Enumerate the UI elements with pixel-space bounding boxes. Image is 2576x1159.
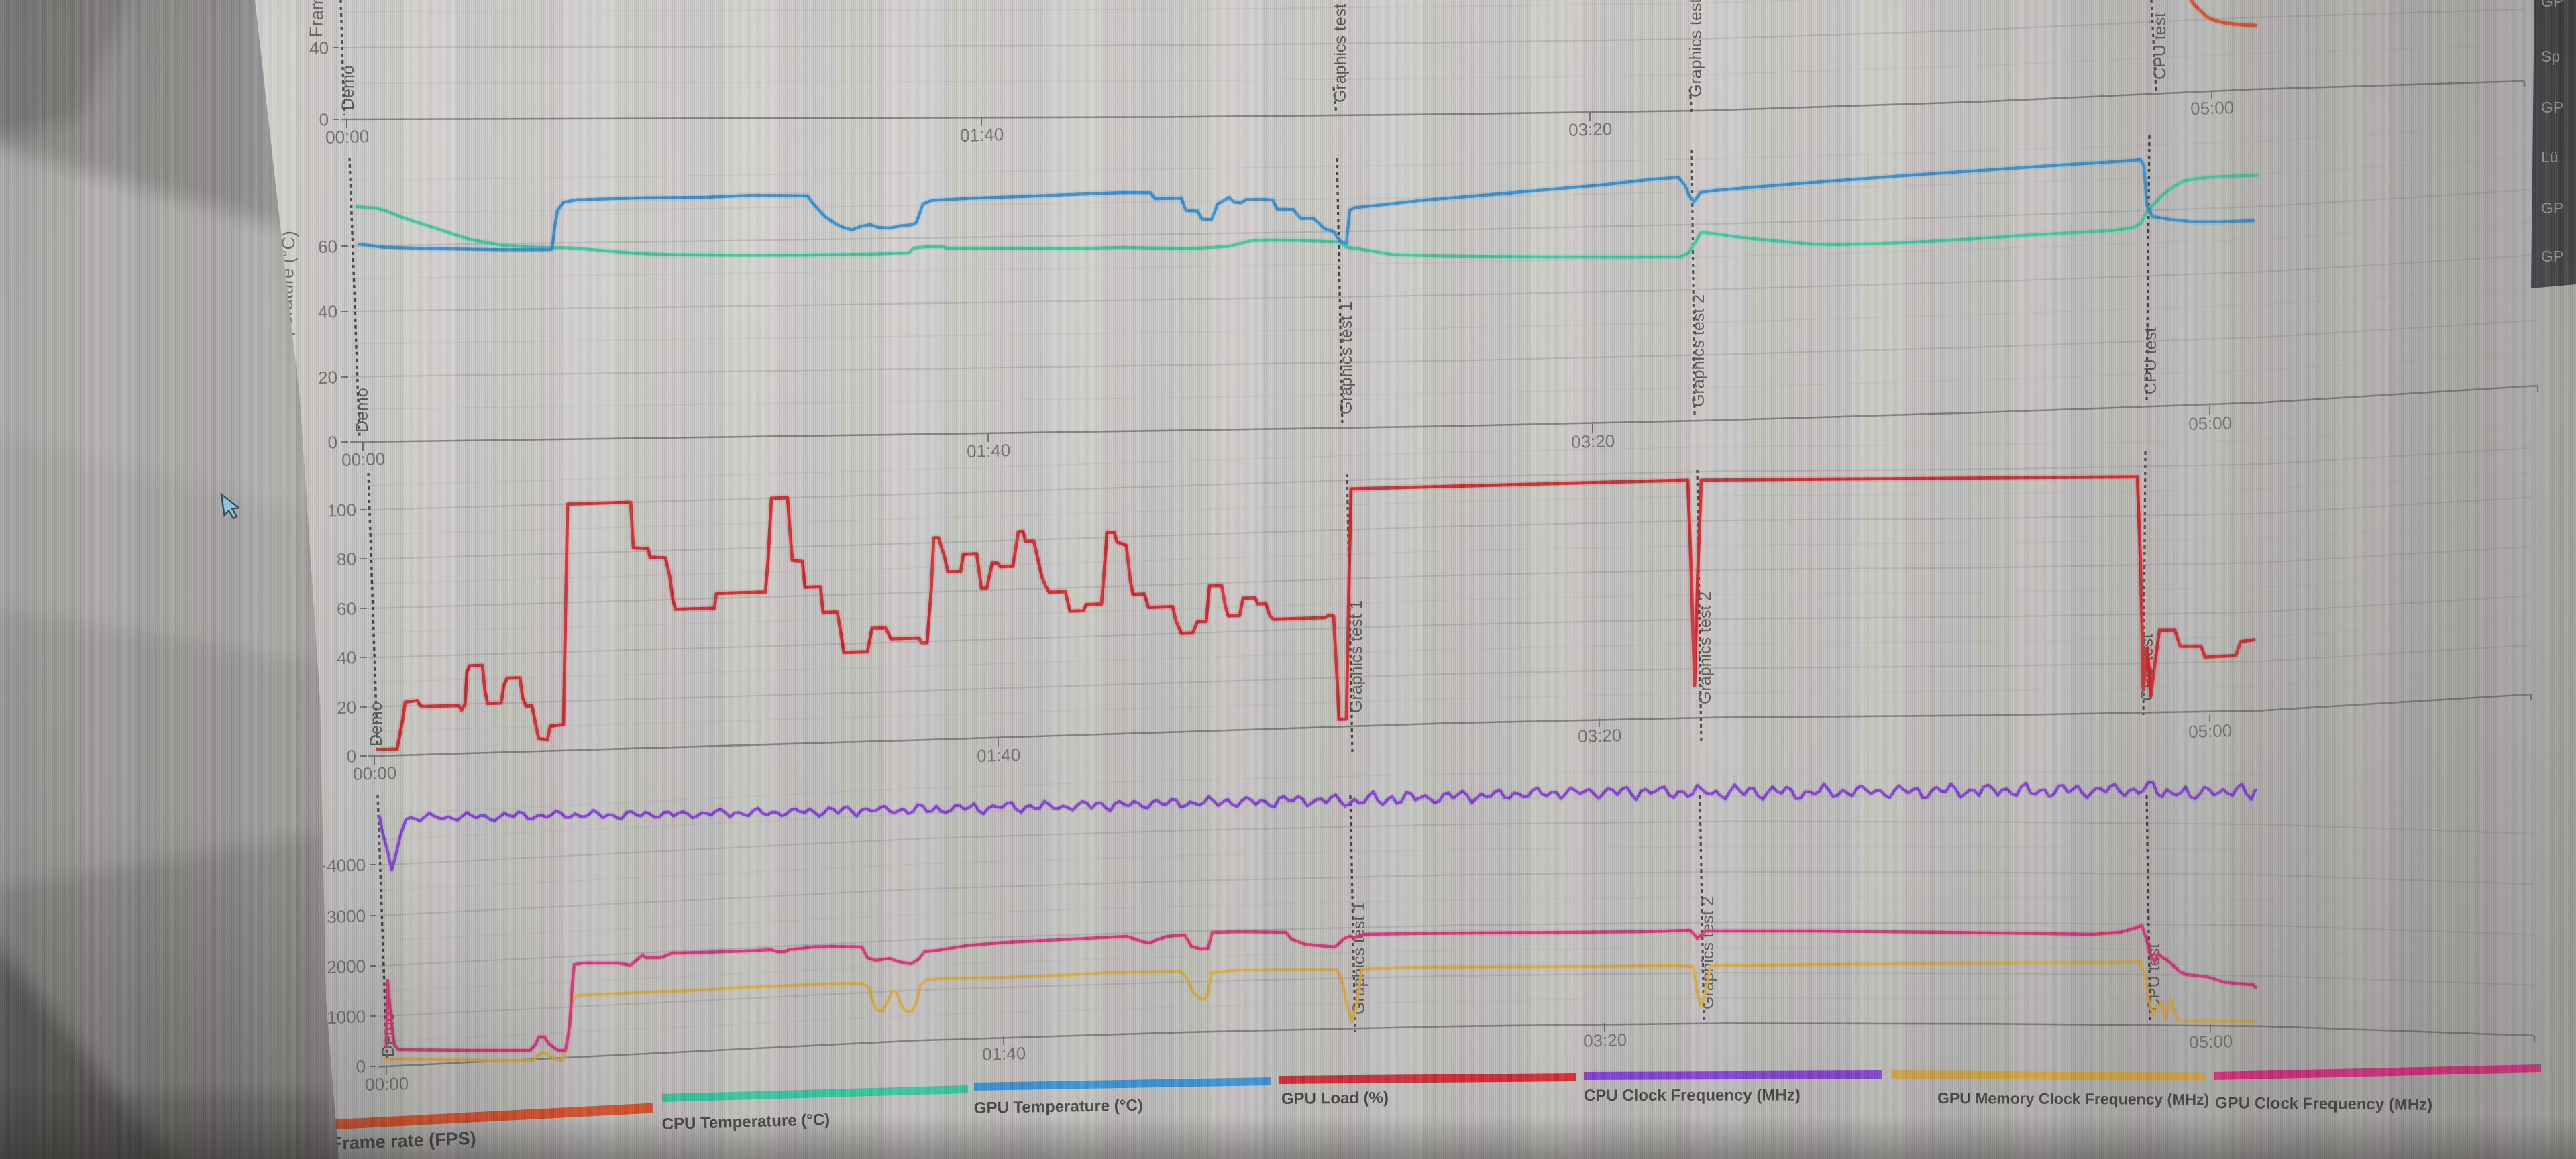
svg-text:01:40: 01:40 [977, 744, 1021, 766]
svg-text:05:00: 05:00 [2189, 1031, 2233, 1052]
svg-text:Demo: Demo [353, 388, 372, 433]
svg-text:00:00: 00:00 [341, 449, 386, 470]
svg-text:GPU Temperature (°C): GPU Temperature (°C) [974, 1097, 1143, 1117]
svg-text:GP: GP [2541, 247, 2563, 265]
svg-text:Lü: Lü [2541, 148, 2559, 166]
svg-text:Graphics test 1: Graphics test 1 [1350, 902, 1368, 1015]
svg-text:20: 20 [337, 697, 357, 718]
svg-text:01:40: 01:40 [982, 1043, 1026, 1064]
svg-text:00:00: 00:00 [365, 1073, 409, 1095]
svg-text:20: 20 [318, 367, 338, 388]
svg-text:03:20: 03:20 [1568, 119, 1613, 140]
svg-text:Sp: Sp [2541, 48, 2560, 65]
svg-text:4000: 4000 [327, 854, 366, 876]
svg-text:CPU test: CPU test [2141, 327, 2160, 394]
svg-text:GP: GP [2541, 99, 2563, 116]
svg-text:CPU test: CPU test [2151, 13, 2169, 80]
svg-text:Frame rate (FPS): Frame rate (FPS) [306, 0, 331, 38]
svg-text:CPU Temperature (°C): CPU Temperature (°C) [661, 1111, 830, 1134]
svg-text:00:00: 00:00 [353, 763, 397, 784]
svg-text:Graphics test 1: Graphics test 1 [1337, 302, 1356, 415]
svg-text:03:20: 03:20 [1578, 725, 1622, 747]
svg-text:01:40: 01:40 [967, 440, 1011, 461]
svg-text:100: 100 [327, 500, 356, 520]
svg-text:03:20: 03:20 [1583, 1030, 1627, 1051]
svg-text:Graphics test 2: Graphics test 2 [1686, 0, 1705, 97]
svg-text:0: 0 [319, 109, 329, 129]
svg-text:GPU Load (%): GPU Load (%) [1281, 1089, 1389, 1108]
svg-text:Graphics test 2: Graphics test 2 [1689, 294, 1708, 407]
svg-text:GP: GP [2541, 199, 2563, 217]
svg-text:05:00: 05:00 [2190, 97, 2235, 119]
svg-text:1000: 1000 [327, 1006, 366, 1028]
svg-text:Graphics test 2: Graphics test 2 [1696, 592, 1715, 704]
svg-text:Temperature (°C): Temperature (°C) [274, 231, 299, 370]
svg-text:0: 0 [356, 1056, 366, 1077]
svg-text:Graphics test 1: Graphics test 1 [1331, 0, 1350, 103]
svg-text:GP: GP [2541, 0, 2563, 10]
svg-text:CPU Clock Frequency (MHz): CPU Clock Frequency (MHz) [1584, 1086, 1801, 1105]
svg-text:2000: 2000 [327, 956, 366, 977]
svg-text:40: 40 [309, 38, 329, 58]
svg-text:Demo: Demo [379, 1012, 398, 1057]
svg-text:0: 0 [327, 432, 338, 452]
svg-text:Demo: Demo [339, 65, 358, 110]
svg-text:40: 40 [337, 647, 357, 668]
svg-text:CPU test: CPU test [2145, 944, 2163, 1011]
svg-text:CPU test: CPU test [2138, 634, 2157, 701]
svg-text:05:00: 05:00 [2188, 412, 2233, 434]
svg-text:Demo: Demo [367, 702, 386, 747]
svg-text:00:00: 00:00 [325, 126, 370, 148]
svg-text:80: 80 [337, 549, 357, 569]
svg-text:Graphics test 2: Graphics test 2 [1699, 897, 1717, 1009]
svg-text:03:20: 03:20 [1571, 431, 1615, 452]
svg-text:GPU Clock Frequency (MHz): GPU Clock Frequency (MHz) [2215, 1094, 2432, 1114]
svg-text:60: 60 [337, 598, 357, 619]
svg-text:Frequency (MHz): Frequency (MHz) [301, 862, 325, 1002]
svg-text:60: 60 [318, 236, 338, 257]
svg-text:Percentage (%): Percentage (%) [287, 568, 312, 695]
svg-text:01:40: 01:40 [960, 124, 1004, 146]
svg-text:Graphics test 1: Graphics test 1 [1347, 600, 1366, 713]
svg-text:05:00: 05:00 [2188, 720, 2233, 742]
svg-text:GPU Memory Clock Frequency (MH: GPU Memory Clock Frequency (MHz) [1937, 1089, 2209, 1108]
svg-text:0: 0 [346, 746, 357, 766]
svg-text:Frame rate (FPS): Frame rate (FPS) [331, 1128, 476, 1154]
svg-text:40: 40 [318, 301, 338, 322]
svg-text:3000: 3000 [327, 905, 366, 927]
